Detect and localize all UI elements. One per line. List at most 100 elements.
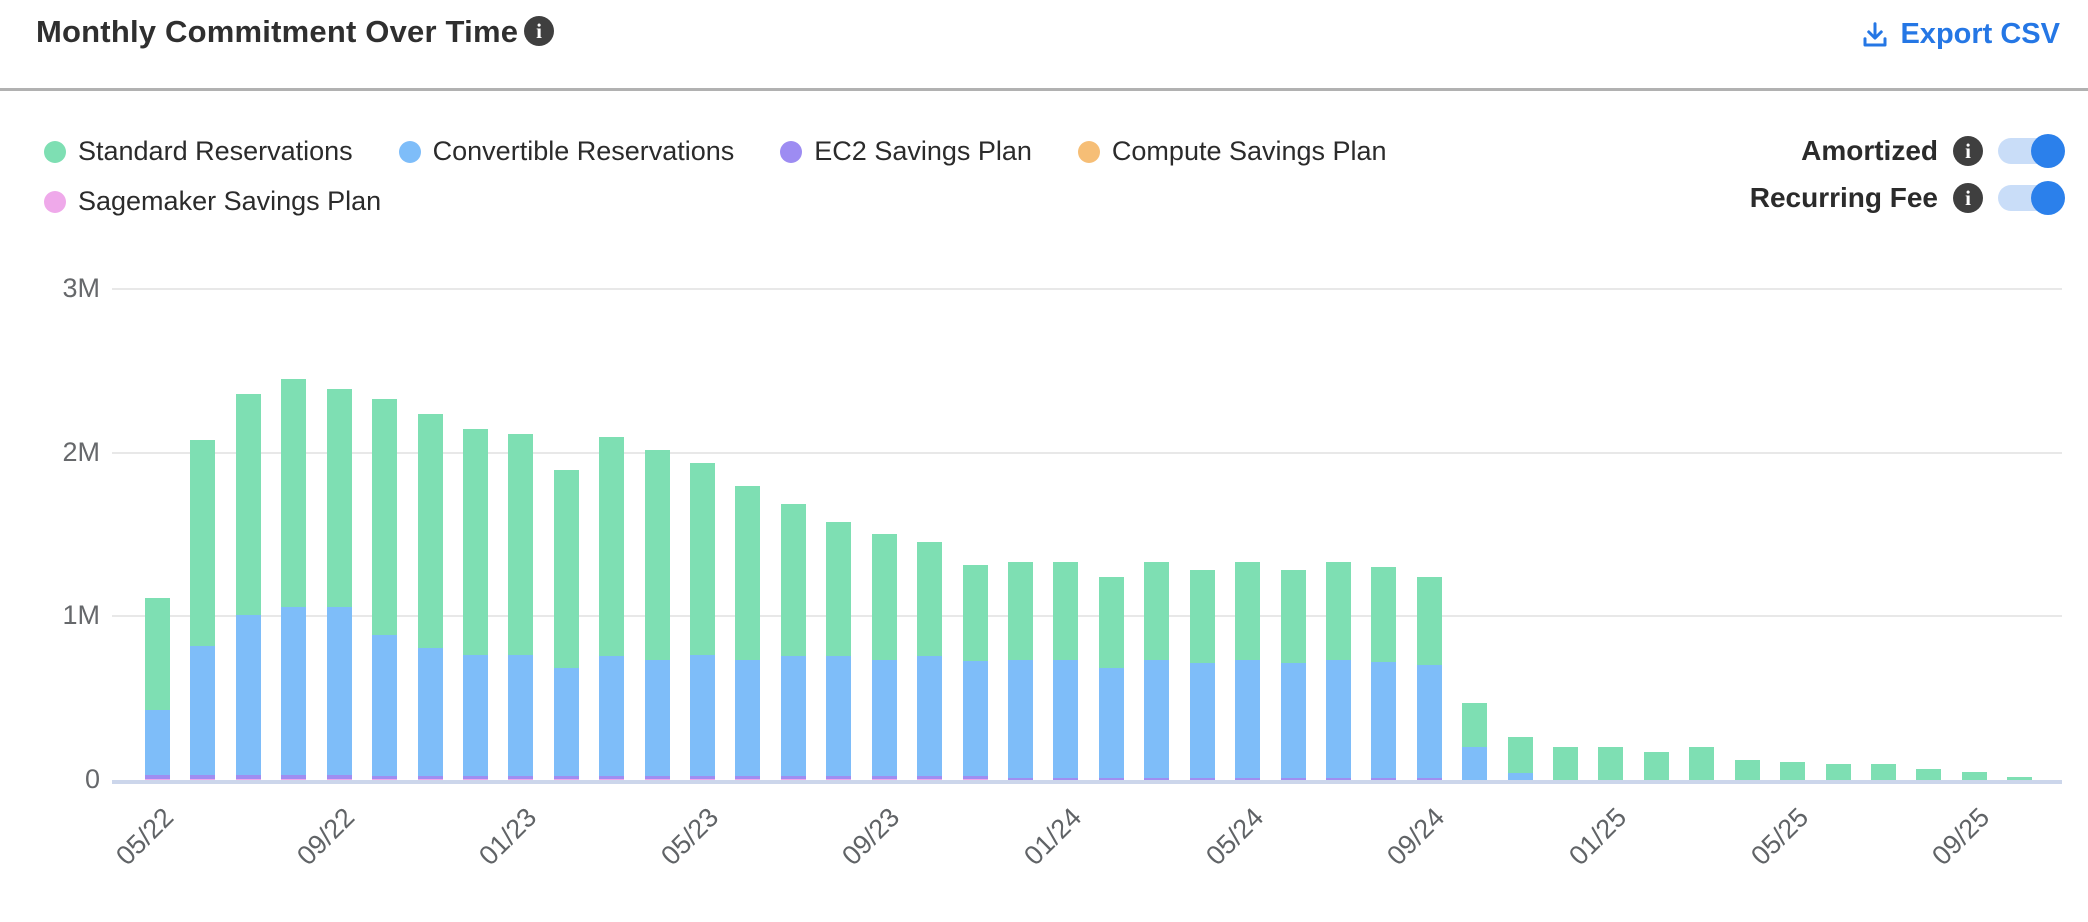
bar-segment-ec2-07/24[interactable] [1325, 778, 1351, 780]
bar-segment-sagemaker-04/23[interactable] [644, 779, 670, 780]
bar-segment-convertible-09/22[interactable] [326, 606, 352, 776]
bar-segment-ec2-05/24[interactable] [1235, 778, 1261, 780]
bar-segment-standard-04/25[interactable] [1734, 760, 1760, 780]
bar-segment-convertible-10/22[interactable] [372, 635, 398, 776]
bar-segment-standard-05/23[interactable] [690, 463, 716, 655]
bar-segment-convertible-10/24[interactable] [1462, 747, 1488, 780]
bar-segment-convertible-03/24[interactable] [1144, 660, 1170, 779]
bar-segment-standard-10/25[interactable] [2007, 776, 2033, 780]
bar-segment-standard-05/24[interactable] [1235, 561, 1261, 661]
bar-segment-sagemaker-02/23[interactable] [553, 779, 579, 780]
bar-segment-convertible-08/23[interactable] [826, 656, 852, 776]
bar-segment-ec2-03/24[interactable] [1144, 778, 1170, 780]
recurring-fee-info-icon[interactable]: i [1953, 183, 1983, 213]
bar-segment-ec2-09/24[interactable] [1416, 778, 1442, 780]
amortized-toggle[interactable] [1998, 134, 2065, 168]
bar-segment-ec2-08/23[interactable] [826, 775, 852, 780]
bar-segment-ec2-02/23[interactable] [553, 775, 579, 780]
bar-segment-sagemaker-06/23[interactable] [735, 779, 761, 780]
bar-segment-convertible-06/23[interactable] [735, 659, 761, 776]
bar-segment-ec2-12/22[interactable] [462, 775, 488, 780]
bar-segment-sagemaker-10/22[interactable] [372, 779, 398, 780]
bar-segment-ec2-08/22[interactable] [281, 775, 307, 780]
bar-segment-ec2-03/23[interactable] [599, 775, 625, 780]
legend-item-compute[interactable]: Compute Savings Plan [1077, 136, 1387, 167]
bar-segment-standard-01/23[interactable] [508, 433, 534, 655]
bar-segment-ec2-10/23[interactable] [917, 775, 943, 780]
bar-segment-sagemaker-11/23[interactable] [962, 779, 988, 780]
bar-segment-sagemaker-05/23[interactable] [690, 779, 716, 780]
bar-segment-standard-01/25[interactable] [1598, 747, 1624, 780]
bar-segment-sagemaker-10/23[interactable] [917, 779, 943, 780]
bar-segment-standard-09/24[interactable] [1416, 576, 1442, 666]
bar-segment-standard-11/23[interactable] [962, 564, 988, 662]
bar-segment-ec2-05/22[interactable] [145, 775, 170, 780]
bar-segment-standard-04/23[interactable] [644, 450, 670, 660]
bar-segment-standard-10/23[interactable] [917, 541, 943, 657]
bar-segment-convertible-08/22[interactable] [281, 606, 307, 776]
bar-segment-convertible-11/23[interactable] [962, 661, 988, 776]
bar-segment-standard-12/24[interactable] [1553, 747, 1579, 780]
bar-segment-standard-12/23[interactable] [1007, 561, 1033, 661]
bar-segment-standard-05/22[interactable] [145, 598, 170, 710]
bar-segment-standard-06/25[interactable] [1825, 763, 1851, 780]
bar-segment-convertible-07/22[interactable] [235, 614, 261, 776]
bar-segment-convertible-05/24[interactable] [1235, 660, 1261, 779]
bar-segment-ec2-01/24[interactable] [1053, 778, 1079, 780]
bar-segment-convertible-12/22[interactable] [462, 654, 488, 776]
bar-segment-ec2-02/24[interactable] [1098, 778, 1124, 780]
bar-segment-standard-03/25[interactable] [1689, 747, 1715, 780]
bar-segment-ec2-11/23[interactable] [962, 775, 988, 780]
bar-segment-standard-06/23[interactable] [735, 486, 761, 660]
bar-segment-standard-02/25[interactable] [1643, 752, 1669, 780]
bar-segment-standard-02/24[interactable] [1098, 576, 1124, 669]
bar-segment-sagemaker-05/22[interactable] [145, 779, 170, 780]
bar-segment-sagemaker-01/23[interactable] [508, 779, 534, 780]
legend-item-standard[interactable]: Standard Reservations [44, 136, 353, 167]
bar-segment-standard-07/24[interactable] [1325, 561, 1351, 661]
bar-segment-convertible-05/23[interactable] [690, 654, 716, 776]
bar-segment-convertible-11/24[interactable] [1507, 773, 1533, 780]
bar-segment-standard-11/24[interactable] [1507, 737, 1533, 774]
bar-segment-standard-05/25[interactable] [1780, 761, 1806, 780]
bar-segment-ec2-10/22[interactable] [372, 775, 398, 780]
bar-segment-sagemaker-11/22[interactable] [417, 779, 443, 780]
bar-segment-ec2-06/23[interactable] [735, 775, 761, 780]
bar-segment-sagemaker-12/22[interactable] [462, 779, 488, 780]
bar-segment-standard-10/24[interactable] [1462, 703, 1488, 748]
bar-segment-standard-07/25[interactable] [1870, 763, 1896, 780]
bar-segment-sagemaker-07/23[interactable] [780, 779, 806, 780]
bar-segment-convertible-09/23[interactable] [871, 659, 897, 776]
bar-segment-ec2-09/23[interactable] [871, 775, 897, 780]
bar-segment-convertible-02/24[interactable] [1098, 668, 1124, 779]
bar-segment-convertible-04/23[interactable] [644, 659, 670, 776]
bar-segment-ec2-05/23[interactable] [690, 775, 716, 780]
bar-segment-convertible-02/23[interactable] [553, 667, 579, 776]
bar-segment-standard-08/23[interactable] [826, 522, 852, 657]
bar-segment-convertible-12/23[interactable] [1007, 660, 1033, 779]
bar-segment-sagemaker-07/22[interactable] [235, 779, 261, 780]
bar-segment-convertible-08/24[interactable] [1371, 661, 1397, 779]
bar-segment-ec2-07/23[interactable] [780, 775, 806, 780]
bar-segment-ec2-04/23[interactable] [644, 775, 670, 780]
bar-segment-sagemaker-03/23[interactable] [599, 779, 625, 780]
bar-segment-ec2-07/22[interactable] [235, 775, 261, 780]
legend-item-sagemaker[interactable]: Sagemaker Savings Plan [44, 186, 381, 217]
bar-segment-sagemaker-08/23[interactable] [826, 779, 852, 780]
bar-segment-standard-12/22[interactable] [462, 428, 488, 655]
bar-segment-standard-08/22[interactable] [281, 379, 307, 607]
bar-segment-standard-06/24[interactable] [1280, 570, 1306, 664]
bar-segment-ec2-11/22[interactable] [417, 775, 443, 780]
bar-segment-convertible-09/24[interactable] [1416, 665, 1442, 779]
bar-segment-sagemaker-09/22[interactable] [326, 779, 352, 780]
bar-segment-convertible-04/24[interactable] [1189, 663, 1215, 779]
bar-segment-convertible-06/22[interactable] [190, 645, 216, 776]
title-info-icon[interactable]: i [524, 16, 554, 46]
bar-segment-standard-09/25[interactable] [1961, 771, 1987, 780]
bar-segment-ec2-06/24[interactable] [1280, 778, 1306, 780]
bar-segment-ec2-01/23[interactable] [508, 775, 534, 780]
bar-segment-ec2-12/23[interactable] [1007, 778, 1033, 780]
bar-segment-standard-06/22[interactable] [190, 439, 216, 646]
bar-segment-standard-07/22[interactable] [235, 393, 261, 615]
bar-segment-standard-08/24[interactable] [1371, 566, 1397, 662]
